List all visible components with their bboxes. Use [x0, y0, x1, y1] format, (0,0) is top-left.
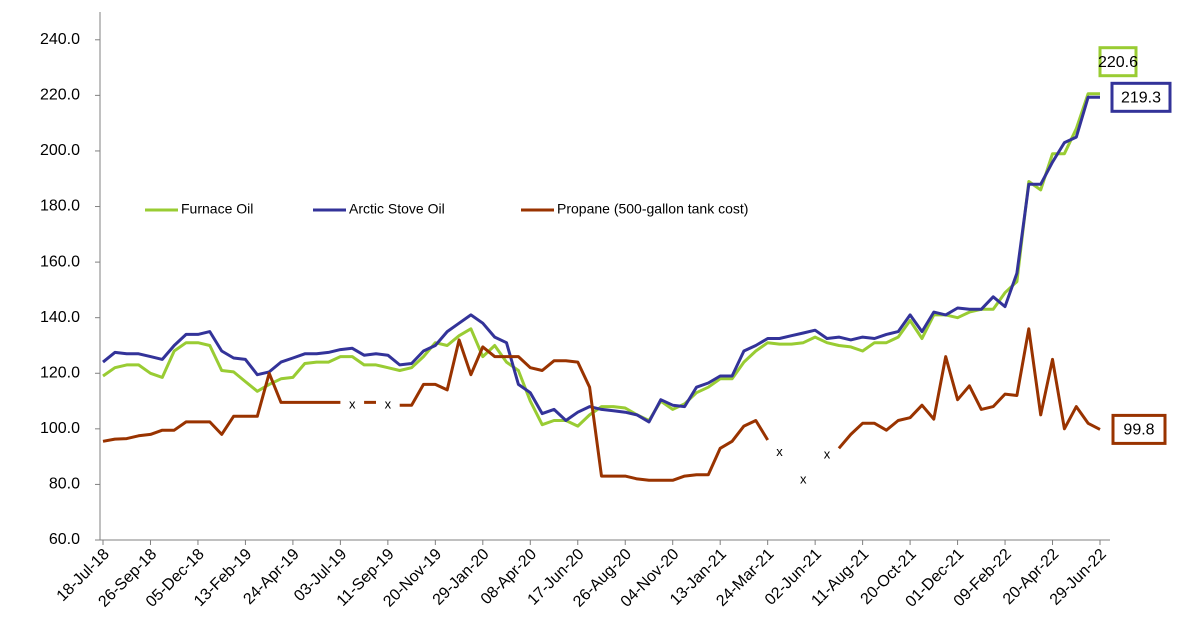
end-label-box [1110, 81, 1172, 113]
end-label-box [1098, 46, 1138, 78]
y-tick-label: 200.0 [40, 142, 80, 159]
legend-label: Arctic Stove Oil [349, 201, 445, 217]
y-tick-label: 160.0 [40, 253, 80, 270]
y-tick-label: 180.0 [40, 198, 80, 215]
y-tick-label: 240.0 [40, 31, 80, 48]
series-line [102, 327, 1101, 482]
annotation: x [800, 472, 807, 487]
end-label: 220.6 [1098, 54, 1138, 71]
annotation: x [776, 444, 783, 459]
y-tick-label: 80.0 [49, 476, 80, 493]
end-label: 99.8 [1123, 422, 1154, 439]
y-tick-label: 140.0 [40, 309, 80, 326]
y-tick-label: 220.0 [40, 87, 80, 104]
end-label-box [1111, 413, 1167, 445]
legend-label: Furnace Oil [181, 201, 253, 217]
y-tick-label: 100.0 [40, 420, 80, 437]
y-tick-label: 60.0 [49, 531, 80, 548]
annotation: x [385, 396, 392, 411]
annotation: x [824, 447, 831, 462]
annotation: x [349, 396, 356, 411]
end-label: 219.3 [1121, 90, 1161, 107]
y-tick-label: 120.0 [40, 364, 80, 381]
legend-label: Propane (500-gallon tank cost) [557, 201, 748, 217]
